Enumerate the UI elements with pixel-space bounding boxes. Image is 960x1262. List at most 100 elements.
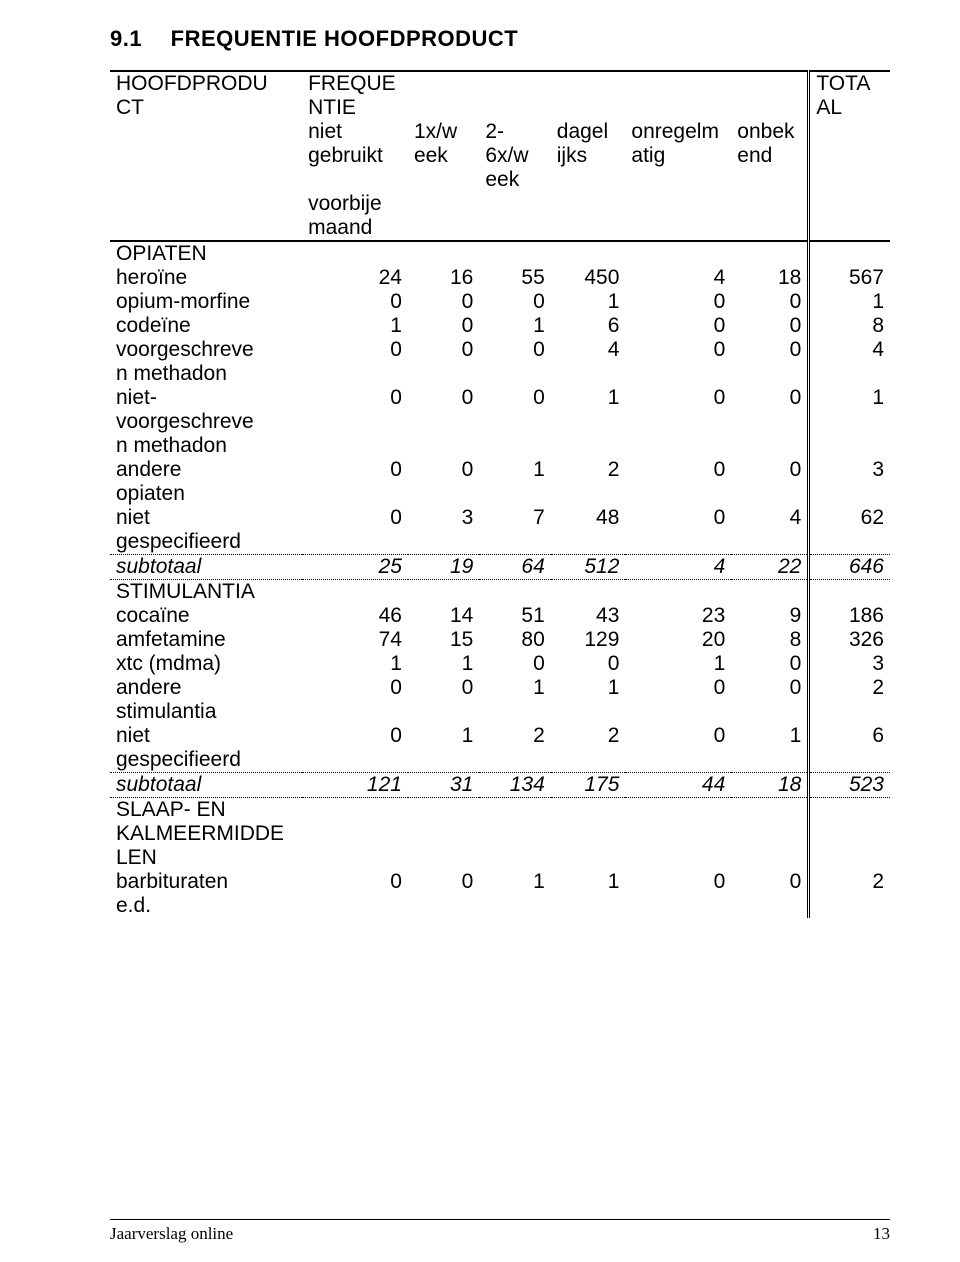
group-header-row: SLAAP- EN KALMEERMIDDE LEN — [110, 798, 890, 871]
col-c1b: voorbije maand — [302, 192, 408, 241]
subtotal-cell: 4 — [625, 555, 731, 580]
table-row: cocaïne46145143239186 — [110, 604, 890, 628]
page: 9.1 FREQUENTIE HOOFDPRODUCT HOOFDPRODU C… — [0, 0, 960, 1262]
col-c2: 1x/w eek — [408, 120, 479, 192]
section-number: 9.1 — [110, 26, 164, 52]
cell: 80 — [479, 628, 550, 652]
cell: 1 — [302, 652, 408, 676]
group-name: STIMULANTIA — [110, 580, 302, 605]
cell: 1 — [302, 314, 408, 338]
row-label: andere stimulantia — [110, 676, 302, 724]
table-header-row-2: niet gebruikt 1x/w eek 2- 6x/w eek dagel… — [110, 120, 890, 192]
table-body: OPIATENheroïne241655450418567opium-morfi… — [110, 241, 890, 918]
table-row: niet gespecifieerd037480462 — [110, 506, 890, 555]
cell: 2 — [551, 458, 626, 506]
cell-total: 3 — [809, 652, 890, 676]
subtotal-cell: 512 — [551, 555, 626, 580]
cell: 1 — [731, 724, 809, 773]
cell: 0 — [408, 338, 479, 386]
cell-total: 2 — [809, 676, 890, 724]
section-heading: 9.1 FREQUENTIE HOOFDPRODUCT — [110, 26, 890, 52]
cell: 46 — [302, 604, 408, 628]
cell: 129 — [551, 628, 626, 652]
cell: 0 — [731, 652, 809, 676]
row-label: voorgeschreve n methadon — [110, 338, 302, 386]
cell: 14 — [408, 604, 479, 628]
cell: 6 — [551, 314, 626, 338]
cell: 0 — [479, 338, 550, 386]
cell: 55 — [479, 266, 550, 290]
cell: 0 — [625, 314, 731, 338]
cell: 0 — [408, 676, 479, 724]
table-row: andere opiaten0012003 — [110, 458, 890, 506]
cell: 23 — [625, 604, 731, 628]
cell-total: 1 — [809, 290, 890, 314]
cell: 1 — [479, 458, 550, 506]
cell: 0 — [302, 338, 408, 386]
row-label: amfetamine — [110, 628, 302, 652]
cell-total: 326 — [809, 628, 890, 652]
cell-total: 1 — [809, 386, 890, 458]
subtotal-row: subtotaal251964512422646 — [110, 555, 890, 580]
cell: 1 — [625, 652, 731, 676]
subtotal-row: subtotaal121311341754418523 — [110, 773, 890, 798]
cell: 0 — [479, 386, 550, 458]
table-row: andere stimulantia0011002 — [110, 676, 890, 724]
frequency-table: HOOFDPRODU CT FREQUE NTIE TOTA AL niet g… — [110, 70, 890, 918]
footer-rule — [110, 1219, 890, 1220]
col-c6: onbek end — [731, 120, 809, 192]
subtotal-label: subtotaal — [110, 555, 302, 580]
subtotal-cell: 22 — [731, 555, 809, 580]
footer-left: Jaarverslag online — [110, 1224, 233, 1244]
cell: 2 — [479, 724, 550, 773]
table-header-row-1: HOOFDPRODU CT FREQUE NTIE TOTA AL — [110, 71, 890, 120]
cell: 8 — [731, 628, 809, 652]
cell: 74 — [302, 628, 408, 652]
cell-total: 567 — [809, 266, 890, 290]
cell: 0 — [408, 290, 479, 314]
subtotal-cell: 134 — [479, 773, 550, 798]
table-row: opium-morfine0001001 — [110, 290, 890, 314]
table-row: codeïne1016008 — [110, 314, 890, 338]
table-row: xtc (mdma)1100103 — [110, 652, 890, 676]
cell: 0 — [731, 870, 809, 918]
subtotal-label: subtotaal — [110, 773, 302, 798]
cell: 24 — [302, 266, 408, 290]
row-label: xtc (mdma) — [110, 652, 302, 676]
cell: 0 — [625, 870, 731, 918]
cell: 0 — [302, 676, 408, 724]
table-row: niet- voorgeschreve n methadon0001001 — [110, 386, 890, 458]
cell: 1 — [479, 870, 550, 918]
cell: 1 — [551, 290, 626, 314]
col-c5: onregelm atig — [625, 120, 731, 192]
cell-total: 4 — [809, 338, 890, 386]
cell: 1 — [408, 652, 479, 676]
table-row: niet gespecifieerd0122016 — [110, 724, 890, 773]
cell: 1 — [551, 676, 626, 724]
table-header-row-3: voorbije maand — [110, 192, 890, 241]
cell: 0 — [731, 458, 809, 506]
cell: 0 — [479, 290, 550, 314]
page-footer: Jaarverslag online 13 — [110, 1219, 890, 1244]
cell: 0 — [731, 314, 809, 338]
subtotal-cell: 25 — [302, 555, 408, 580]
cell: 0 — [302, 458, 408, 506]
cell: 51 — [479, 604, 550, 628]
cell: 0 — [625, 458, 731, 506]
cell: 18 — [731, 266, 809, 290]
col-c3: 2- 6x/w eek — [479, 120, 550, 192]
cell: 1 — [479, 676, 550, 724]
subtotal-cell: 175 — [551, 773, 626, 798]
subtotal-cell: 18 — [731, 773, 809, 798]
table-row: barbituraten e.d.0011002 — [110, 870, 890, 918]
col-rowhead: HOOFDPRODU CT — [110, 71, 302, 120]
group-name: SLAAP- EN KALMEERMIDDE LEN — [110, 798, 302, 871]
cell: 0 — [731, 338, 809, 386]
cell: 0 — [302, 724, 408, 773]
group-header-row: STIMULANTIA — [110, 580, 890, 605]
cell: 0 — [479, 652, 550, 676]
cell: 0 — [731, 290, 809, 314]
cell: 0 — [625, 676, 731, 724]
cell: 4 — [625, 266, 731, 290]
col-total-head: TOTA AL — [809, 71, 890, 120]
